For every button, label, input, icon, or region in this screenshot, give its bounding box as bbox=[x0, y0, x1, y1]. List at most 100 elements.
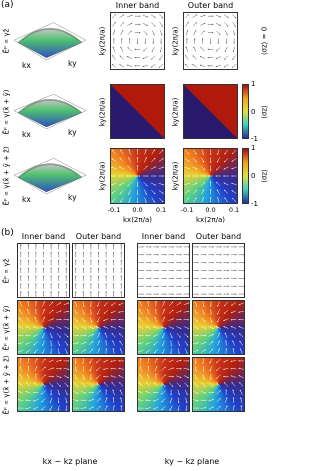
field-arrow bbox=[223, 64, 229, 68]
field-arrow bbox=[82, 358, 85, 364]
field-arrow bbox=[223, 382, 229, 387]
field-arrow bbox=[73, 399, 79, 402]
field-arrow bbox=[143, 157, 147, 163]
surface-axis: ky bbox=[68, 59, 77, 68]
field-arrow bbox=[128, 189, 132, 195]
field-arrow bbox=[193, 197, 197, 203]
field-arrow bbox=[147, 373, 150, 380]
field-arrow bbox=[224, 55, 229, 60]
field-arrow bbox=[199, 64, 206, 67]
field-arrow bbox=[192, 166, 198, 170]
field-arrow bbox=[209, 358, 213, 364]
field-arrow bbox=[41, 358, 46, 363]
field-arrow bbox=[74, 374, 78, 380]
field-arrow bbox=[111, 197, 116, 203]
field-arrow bbox=[56, 375, 62, 378]
field-arrow bbox=[192, 14, 198, 18]
field-arrow bbox=[176, 326, 182, 329]
field-arrow bbox=[201, 189, 205, 195]
field-arrow bbox=[49, 382, 54, 387]
field-arrow bbox=[217, 348, 220, 354]
field-arrow bbox=[137, 326, 144, 329]
colorbar bbox=[242, 84, 249, 139]
field-arrow bbox=[200, 30, 205, 35]
field-arrow bbox=[81, 382, 86, 387]
field-arrow bbox=[202, 374, 205, 380]
field-arrow bbox=[111, 63, 116, 68]
field-arrow bbox=[154, 316, 158, 323]
field-arrow bbox=[139, 301, 142, 307]
field-arrow bbox=[63, 302, 70, 306]
field-arrow bbox=[49, 301, 54, 307]
surface-box bbox=[13, 158, 87, 195]
field-arrow bbox=[176, 375, 182, 378]
field-arrow bbox=[216, 47, 221, 52]
field-arrow bbox=[168, 367, 175, 370]
field-arrow bbox=[231, 333, 236, 338]
field-arrow bbox=[200, 165, 205, 171]
field-arrow bbox=[151, 197, 155, 203]
field-arrow bbox=[176, 382, 181, 387]
field-arrow bbox=[202, 309, 205, 315]
field-arrow bbox=[128, 149, 131, 155]
field-arrow bbox=[97, 309, 100, 315]
field-arrow bbox=[224, 30, 228, 36]
field-arrow bbox=[34, 316, 38, 323]
field-arrow bbox=[151, 30, 155, 36]
field-arrow bbox=[209, 366, 213, 372]
field-arrow bbox=[192, 55, 197, 60]
field-arrow bbox=[151, 46, 155, 53]
field-arrow bbox=[146, 317, 151, 322]
column-title: Inner band bbox=[141, 232, 186, 241]
field-arrow bbox=[97, 340, 100, 346]
field-arrow bbox=[224, 149, 228, 155]
field-arrow bbox=[184, 149, 190, 155]
field-arrow bbox=[143, 30, 148, 35]
field-arrow bbox=[208, 326, 214, 329]
field-arrow bbox=[193, 390, 199, 394]
heatmap bbox=[183, 84, 238, 139]
field-arrow bbox=[169, 405, 173, 411]
field-arrow bbox=[239, 389, 243, 395]
field-arrow bbox=[42, 340, 45, 347]
field-arrow bbox=[153, 334, 159, 337]
field-arrow bbox=[194, 309, 198, 315]
field-arrow bbox=[63, 375, 69, 379]
field-arrow bbox=[19, 373, 23, 380]
y-axis-label: ky(2π/a) bbox=[171, 26, 180, 56]
heatmap bbox=[110, 84, 165, 139]
field-arrow bbox=[168, 326, 174, 329]
field-arrow bbox=[137, 342, 144, 345]
field-arrow bbox=[110, 326, 117, 329]
field-arrow bbox=[177, 348, 180, 355]
surface-box bbox=[13, 22, 87, 61]
field-arrow bbox=[217, 332, 220, 338]
field-arrow bbox=[64, 382, 69, 387]
field-arrow bbox=[223, 326, 229, 329]
field-arrow bbox=[65, 348, 68, 354]
field-arrow bbox=[231, 63, 237, 69]
field-arrow bbox=[184, 190, 190, 194]
field-arrow bbox=[217, 317, 220, 323]
field-arrow bbox=[145, 407, 151, 410]
field-arrow bbox=[168, 309, 174, 314]
field-arrow bbox=[42, 308, 45, 315]
field-arrow bbox=[231, 302, 236, 306]
field-arrow bbox=[232, 14, 237, 19]
field-arrow bbox=[142, 64, 148, 68]
field-arrow bbox=[223, 14, 229, 18]
field-arrow bbox=[103, 318, 109, 321]
field-arrow bbox=[34, 365, 38, 372]
field-arrow bbox=[154, 365, 158, 372]
field-arrow bbox=[169, 301, 174, 307]
surface-box bbox=[13, 93, 87, 130]
field-arrow bbox=[216, 405, 221, 411]
field-arrow bbox=[201, 349, 206, 353]
field-arrow bbox=[89, 366, 93, 372]
field-arrow bbox=[41, 326, 47, 329]
field-arrow bbox=[216, 30, 221, 35]
field-arrow bbox=[239, 340, 243, 346]
band-surface bbox=[21, 164, 79, 176]
x-axis-label: kx(2π/a) bbox=[196, 216, 225, 224]
field-arrow bbox=[153, 341, 159, 346]
